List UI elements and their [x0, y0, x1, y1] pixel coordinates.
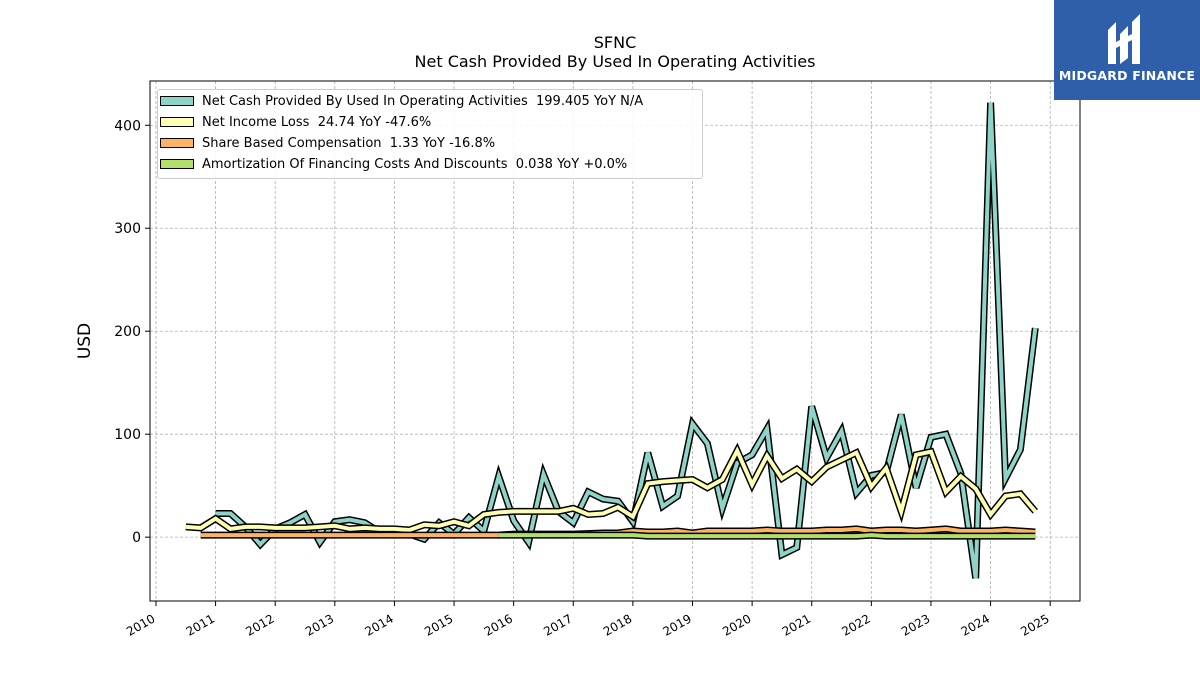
x-tick-label: 2020	[720, 611, 753, 638]
x-tick-label: 2014	[362, 611, 395, 638]
legend-swatch-net-cash	[160, 96, 194, 106]
legend-label-amortization: Amortization Of Financing Costs And Disc…	[202, 156, 628, 172]
x-tick-label: 2024	[959, 611, 992, 638]
brand-logo: MIDGARD FINANCE	[1054, 0, 1200, 100]
legend-label-net-cash: Net Cash Provided By Used In Operating A…	[202, 93, 644, 109]
brand-name: MIDGARD FINANCE	[1058, 68, 1196, 83]
chart-title: SFNC	[593, 33, 637, 52]
x-tick-label: 2013	[303, 611, 336, 638]
x-tick-label: 2011	[184, 611, 217, 638]
series-3	[498, 531, 1036, 540]
x-tick-label: 2010	[124, 611, 157, 638]
legend-item-net-cash: Net Cash Provided By Used In Operating A…	[158, 91, 643, 111]
chart-subtitle: Net Cash Provided By Used In Operating A…	[414, 52, 816, 71]
axes-frame	[149, 80, 1081, 602]
x-tick-label: 2021	[780, 611, 813, 638]
y-tick-label: 300	[114, 221, 141, 237]
legend: Net Cash Provided By Used In Operating A…	[157, 89, 703, 179]
series-line	[185, 446, 1037, 533]
axis-ticks: 2010 2011 2012 2013 2014 2015 2016 2017 2018 2019…	[114, 118, 1051, 639]
y-axis-label: USD	[75, 323, 95, 359]
legend-item-net-income: Net Income Loss 24.74 YoY -47.6%	[158, 112, 431, 132]
x-tick-label: 2025	[1018, 611, 1051, 638]
legend-label-net-income: Net Income Loss 24.74 YoY -47.6%	[202, 114, 432, 130]
x-tick-label: 2022	[839, 611, 872, 638]
y-tick-label: 100	[114, 427, 141, 443]
legend-swatch-amortization	[160, 159, 194, 169]
y-tick-label: 0	[132, 530, 141, 546]
series-2	[200, 525, 1036, 539]
x-tick-label: 2016	[482, 611, 515, 638]
series-layer	[185, 102, 1039, 579]
legend-label-share-comp: Share Based Compensation 1.33 YoY -16.8%	[202, 135, 496, 151]
legend-swatch-share-comp	[160, 138, 194, 148]
x-tick-label: 2015	[422, 611, 455, 638]
legend-item-amortization: Amortization Of Financing Costs And Disc…	[158, 154, 627, 174]
x-tick-label: 2018	[601, 611, 634, 638]
brand-mark-icon	[1108, 14, 1140, 64]
x-tick-label: 2012	[243, 611, 276, 638]
x-tick-label: 2019	[661, 611, 694, 638]
x-tick-label: 2017	[541, 611, 574, 638]
series-1	[185, 442, 1038, 534]
series-line	[498, 533, 1036, 539]
y-tick-label: 400	[114, 118, 141, 134]
legend-swatch-net-income	[160, 117, 194, 127]
x-tick-label: 2023	[899, 611, 932, 638]
series-line	[200, 526, 1036, 538]
y-tick-label: 200	[114, 324, 141, 340]
legend-item-share-comp: Share Based Compensation 1.33 YoY -16.8%	[158, 133, 495, 153]
